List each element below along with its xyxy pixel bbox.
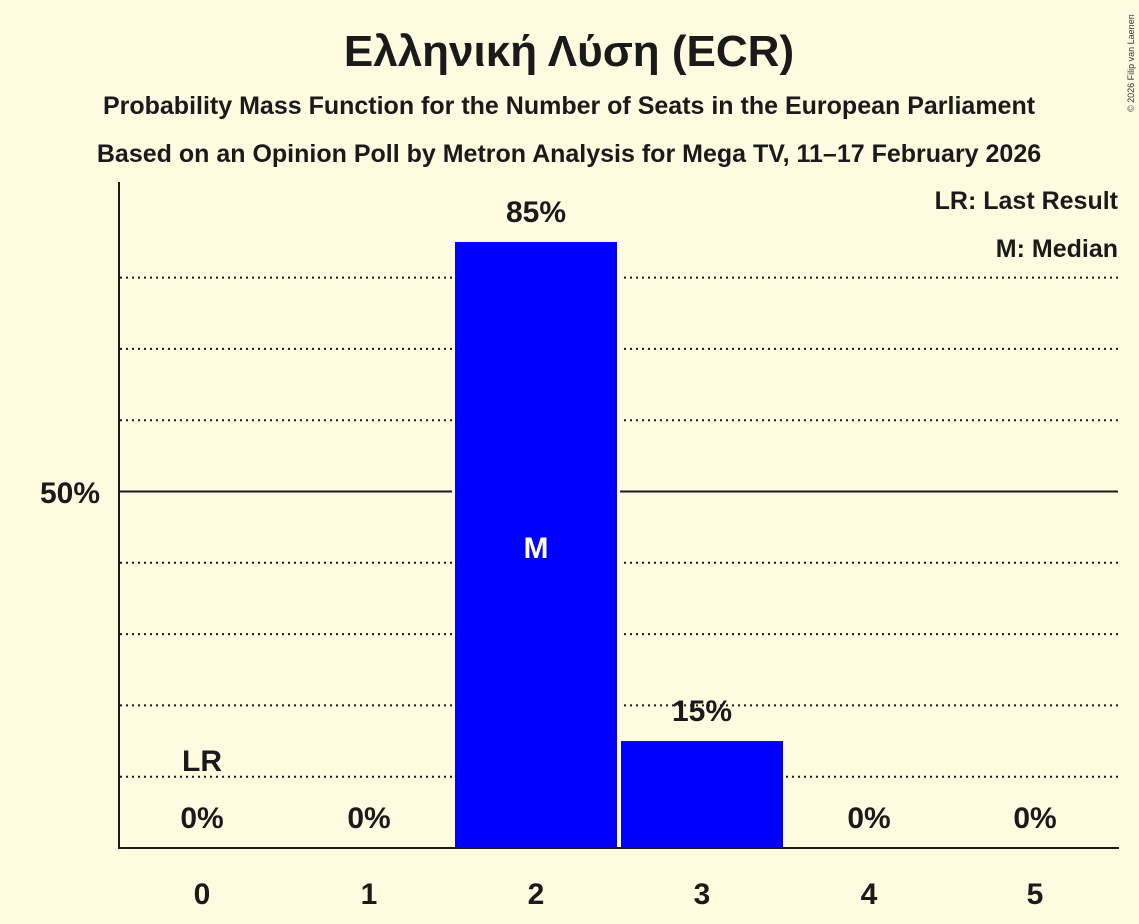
copyright-text: © 2026 Filip van Laenen — [1126, 14, 1136, 112]
value-label-5: 0% — [1013, 802, 1056, 835]
median-marker: M — [524, 532, 549, 565]
bar-labels: 0% 0 0% 1 85% 2 15% 3 0% 4 0% 5 LR M — [180, 196, 1056, 911]
chart-title: Ελληνική Λύση (ECR) — [344, 27, 794, 76]
legend-median: M: Median — [996, 235, 1118, 263]
x-tick-0: 0 — [194, 878, 211, 911]
chart-subtitle: Probability Mass Function for the Number… — [103, 92, 1036, 120]
x-tick-3: 3 — [694, 878, 711, 911]
value-label-3: 15% — [672, 695, 732, 728]
value-label-2: 85% — [506, 196, 566, 229]
last-result-marker: LR — [182, 745, 222, 778]
bar-2 — [455, 241, 617, 848]
x-tick-4: 4 — [861, 878, 878, 911]
y-tick-50: 50% — [40, 477, 100, 510]
chart-source: Based on an Opinion Poll by Metron Analy… — [97, 140, 1041, 168]
bars — [452, 241, 786, 848]
x-tick-2: 2 — [528, 878, 545, 911]
x-tick-5: 5 — [1027, 878, 1044, 911]
value-label-0: 0% — [180, 802, 223, 835]
bar-3 — [621, 741, 783, 848]
value-label-1: 0% — [347, 802, 390, 835]
legend-last-result: LR: Last Result — [935, 187, 1119, 215]
value-label-4: 0% — [847, 802, 890, 835]
x-tick-1: 1 — [361, 878, 378, 911]
